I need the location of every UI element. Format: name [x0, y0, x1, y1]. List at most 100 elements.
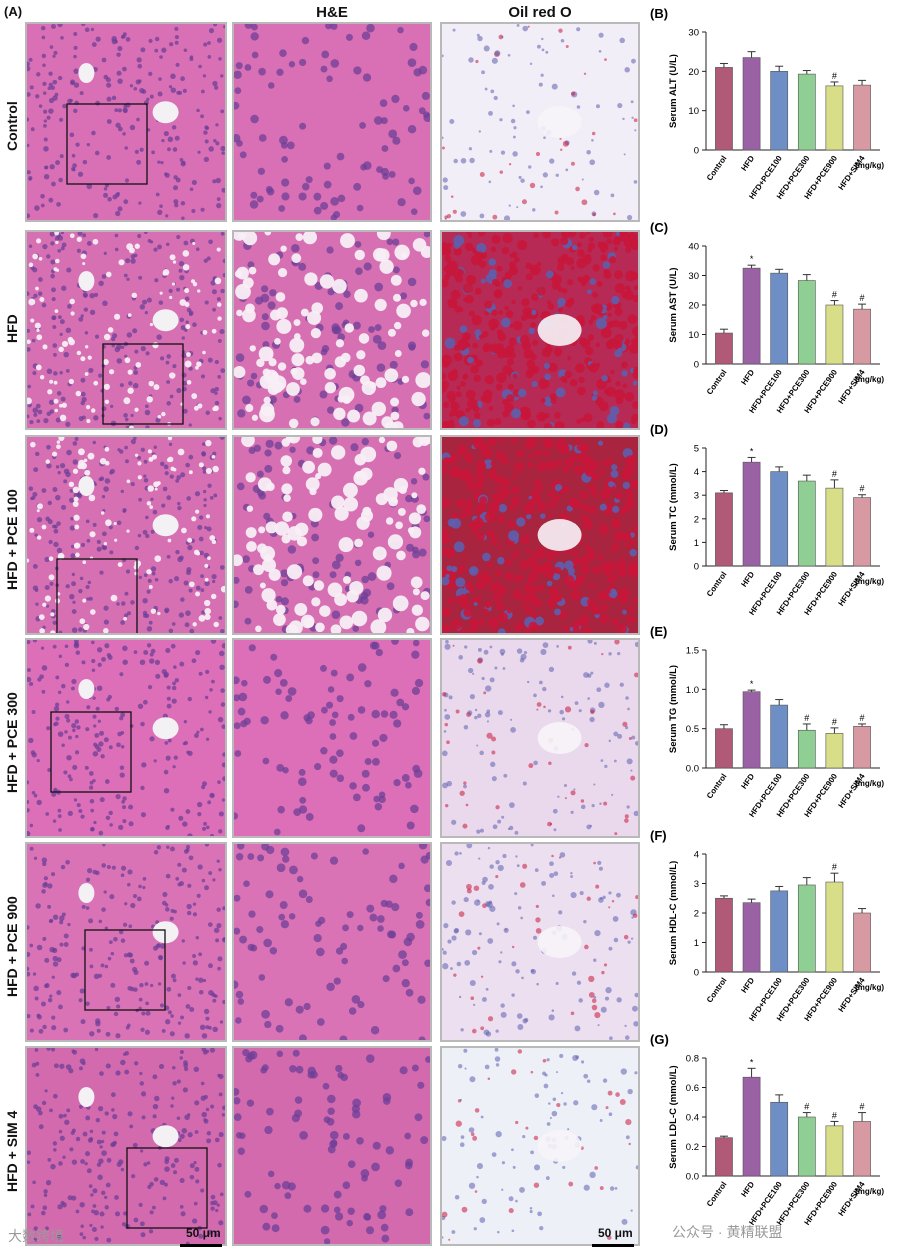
he-zoom-image-4 [232, 842, 432, 1042]
category-label-0: Control [705, 154, 729, 182]
y-tick-label: 0.5 [686, 724, 699, 735]
y-tick-label: 20 [688, 301, 699, 312]
y-axis-label: Serum AST (U/L) [668, 267, 679, 342]
y-tick-label: 2 [694, 514, 699, 525]
he-zoom-image-3 [232, 638, 432, 838]
y-tick-label: 1 [694, 938, 699, 949]
significance-mark-1: * [750, 446, 754, 456]
y-tick-label: 0 [694, 146, 699, 157]
y-tick-label: 0.0 [686, 1172, 699, 1183]
bar-1 [742, 267, 761, 365]
y-tick-label: 1.0 [686, 685, 699, 696]
oil-red-image-1 [440, 230, 640, 430]
y-tick-label: 40 [688, 242, 699, 253]
chart-panel-3: (E) 0.0 0.5 1.0 1.5 Serum TG (mmol/L) Control *… [648, 622, 898, 832]
bar-4 [825, 1125, 844, 1177]
y-axis-label: Serum TG (mmol/L) [668, 665, 679, 753]
panel-label: (B) [650, 6, 668, 21]
he-overview-image-4 [25, 842, 227, 1042]
significance-mark-4: # [832, 862, 837, 872]
bar-0 [715, 897, 733, 973]
he-column-header: H&E [316, 4, 348, 21]
oil-red-column-header: Oil red O [508, 4, 572, 21]
significance-mark-4: # [832, 1110, 837, 1120]
oil-red-image-0 [440, 22, 640, 222]
significance-mark-4: # [832, 469, 837, 479]
bar-1 [742, 461, 761, 567]
unit-label: (mg/kg) [855, 161, 884, 170]
bar-2 [770, 704, 789, 769]
panel-label: (E) [650, 624, 667, 639]
oil-red-image-2 [440, 435, 640, 635]
y-tick-label: 0.8 [686, 1054, 699, 1065]
he-scale-text: 50 μm [186, 1226, 221, 1240]
bar-0 [715, 492, 733, 567]
y-tick-label: 10 [688, 106, 699, 117]
oil-scale-text: 50 μm [598, 1226, 633, 1240]
bar-3 [797, 729, 816, 769]
bar-1 [742, 57, 761, 151]
bar-3 [797, 480, 816, 567]
y-tick-label: 4 [694, 467, 699, 478]
y-tick-label: 1 [694, 538, 699, 549]
watermark-right: 公众号 · 黄精联盟 [672, 1224, 783, 1240]
panel-label: (G) [650, 1032, 669, 1047]
bar-5 [853, 84, 871, 151]
bar-4 [825, 881, 844, 973]
bar-5 [853, 308, 871, 365]
he-zoom-image-2 [232, 435, 432, 635]
significance-mark-4: # [832, 290, 837, 300]
bar-0 [715, 1137, 733, 1177]
significance-mark-1: * [750, 254, 754, 264]
bar-4 [825, 85, 844, 151]
category-label-1: HFD [739, 1180, 756, 1199]
chart-panel-4: (F) 0 1 2 3 4 Serum HDL-C (mmol/L) Control HFD HF… [648, 826, 898, 1036]
category-label-0: Control [705, 570, 729, 598]
bar-2 [770, 1101, 789, 1177]
category-label-0: Control [705, 976, 729, 1004]
bar-3 [797, 884, 816, 973]
significance-mark-5: # [860, 484, 865, 494]
y-tick-label: 0.0 [686, 764, 699, 775]
bar-2 [770, 890, 789, 973]
category-label-1: HFD [739, 976, 756, 995]
y-tick-label: 5 [694, 444, 699, 455]
category-label-0: Control [705, 368, 729, 396]
bar-0 [715, 67, 733, 151]
oil-red-image-4 [440, 842, 640, 1042]
row-label-3: HFD + PCE 300 [4, 691, 20, 793]
category-label-5: HFD+SIM4 [836, 772, 867, 810]
y-tick-label: 30 [688, 28, 699, 39]
y-tick-label: 10 [688, 330, 699, 341]
category-label-1: HFD [739, 772, 756, 791]
y-axis-label: Serum ALT (U/L) [668, 54, 679, 128]
he-zoom-image-1 [232, 230, 432, 430]
bar-2 [770, 71, 789, 151]
unit-label: (mg/kg) [855, 375, 884, 384]
chart-panel-2: (D) 0 1 2 3 4 5 Serum TC (mmol/L) Control * HFD HFD… [648, 420, 898, 630]
row-label-1: HFD [4, 313, 20, 343]
y-tick-label: 20 [688, 67, 699, 78]
category-label-1: HFD [739, 570, 756, 589]
y-tick-label: 0 [694, 360, 699, 371]
he-overview-image-1 [25, 230, 227, 430]
chart-panel-1: (C) 0 10 20 30 40 Serum AST (U/L) Control * HFD HF… [648, 218, 898, 428]
significance-mark-5: # [860, 293, 865, 303]
significance-mark-3: # [804, 713, 809, 723]
significance-mark-4: # [832, 71, 837, 81]
category-label-1: HFD [739, 154, 756, 173]
bar-3 [797, 1116, 816, 1177]
significance-mark-1: * [750, 679, 754, 689]
y-tick-label: 0.4 [686, 1113, 699, 1124]
y-tick-label: 0.6 [686, 1083, 699, 1094]
bar-1 [742, 902, 761, 973]
watermark-left: 大数跨境 [8, 1228, 64, 1244]
bar-2 [770, 272, 789, 365]
bar-2 [770, 471, 789, 567]
significance-mark-3: # [804, 1102, 809, 1112]
y-axis-label: Serum TC (mmol/L) [668, 463, 679, 551]
bar-4 [825, 304, 844, 365]
significance-mark-5: # [860, 1102, 865, 1112]
category-label-5: HFD+SIM4 [836, 570, 867, 608]
bar-0 [715, 728, 733, 769]
